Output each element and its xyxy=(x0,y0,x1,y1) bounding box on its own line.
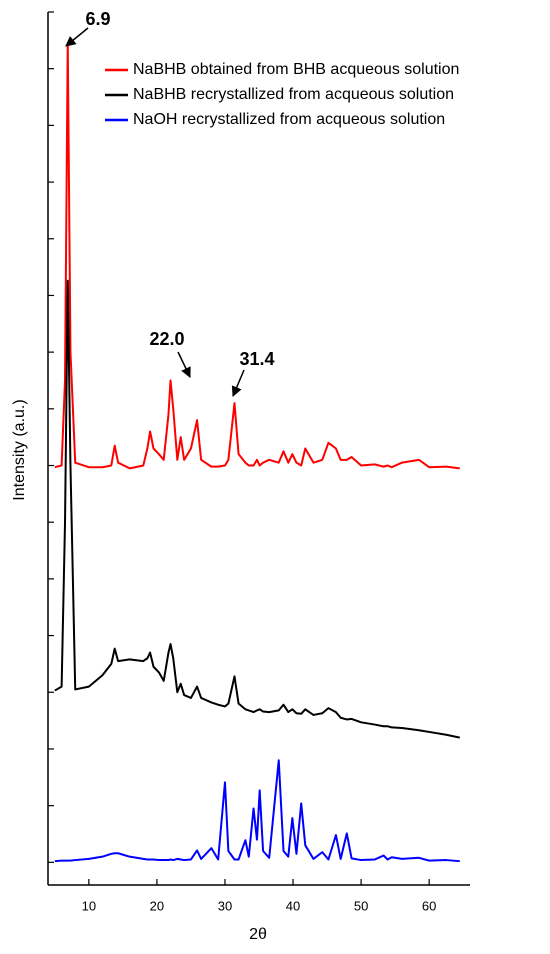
series-line xyxy=(54,279,460,739)
annotation: 22.0 xyxy=(149,329,184,349)
legend-label: NaBHB obtained from BHB acqueous solutio… xyxy=(133,61,459,78)
annotation: 31.4 xyxy=(239,349,274,369)
x-tick-label: 30 xyxy=(218,898,232,913)
x-tick-label: 50 xyxy=(354,898,368,913)
legend-label: NaBHB recrystallized from acqueous solut… xyxy=(133,86,454,103)
x-axis-label: 2θ xyxy=(249,926,267,943)
annotation-arrow xyxy=(177,351,191,378)
series-line xyxy=(54,759,460,863)
legend-label: NaOH recrystallized from acqueous soluti… xyxy=(133,111,445,128)
series-line xyxy=(54,42,460,470)
x-tick-label: 60 xyxy=(422,898,436,913)
annotation-arrow xyxy=(65,27,89,47)
x-tick-label: 40 xyxy=(286,898,300,913)
annotation-arrow xyxy=(231,369,245,397)
y-axis-label: Intensity (a.u.) xyxy=(11,399,28,500)
x-tick-label: 20 xyxy=(150,898,164,913)
annotation: 6.9 xyxy=(85,9,110,29)
x-tick-label: 10 xyxy=(82,898,96,913)
